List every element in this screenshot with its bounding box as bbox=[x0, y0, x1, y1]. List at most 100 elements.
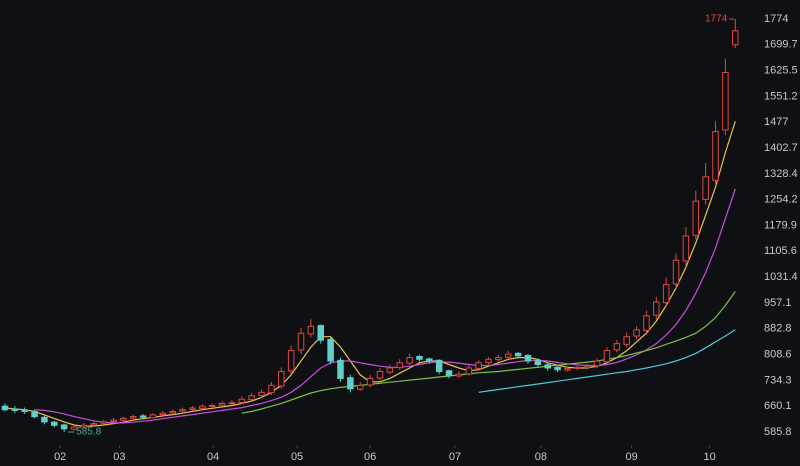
candle-body bbox=[505, 353, 512, 358]
candle-body bbox=[682, 235, 690, 262]
x-tick-label: 06 bbox=[364, 451, 376, 463]
candle-body bbox=[238, 398, 246, 403]
candle-body bbox=[435, 359, 443, 372]
candle-body bbox=[386, 367, 394, 373]
candle-body bbox=[208, 405, 216, 408]
candle-body bbox=[564, 368, 571, 371]
candle-body bbox=[574, 366, 581, 369]
candle-body bbox=[80, 424, 88, 428]
y-tick-label: 1031.4 bbox=[764, 271, 798, 283]
candle-body bbox=[406, 357, 413, 364]
ma-line bbox=[34, 188, 736, 424]
y-tick-label: 882.8 bbox=[764, 323, 792, 335]
candle-body bbox=[120, 417, 127, 421]
candle-body bbox=[366, 377, 374, 386]
candle-body bbox=[544, 364, 551, 369]
candle-body bbox=[465, 367, 473, 375]
y-tick-label: 1774 bbox=[764, 13, 788, 25]
candle-body bbox=[287, 350, 295, 372]
candle-body bbox=[524, 354, 532, 362]
candle-body bbox=[169, 410, 176, 414]
candle-body bbox=[179, 409, 186, 412]
candle-body bbox=[258, 391, 265, 396]
x-tick-label: 07 bbox=[449, 451, 461, 463]
candle-body bbox=[722, 72, 729, 131]
x-tick-label: 05 bbox=[291, 451, 303, 463]
candle-body bbox=[485, 358, 492, 363]
candle-body bbox=[534, 360, 542, 366]
candle-body bbox=[396, 362, 403, 369]
candle-body bbox=[21, 409, 28, 412]
candle-body bbox=[337, 359, 344, 379]
candle-body bbox=[475, 362, 482, 369]
candle-body bbox=[139, 415, 147, 418]
y-tick-label: 808.6 bbox=[764, 348, 792, 360]
candle-body bbox=[426, 358, 433, 362]
candle-body bbox=[623, 336, 630, 345]
candle-body bbox=[662, 284, 670, 304]
candle-body bbox=[189, 407, 196, 410]
candle-body bbox=[455, 373, 463, 377]
candle-body bbox=[692, 200, 700, 236]
candle-body bbox=[583, 365, 591, 369]
candle-body bbox=[51, 421, 58, 426]
x-tick-label: 08 bbox=[535, 451, 547, 463]
y-tick-label: 1699.7 bbox=[764, 39, 798, 51]
y-tick-label: 734.3 bbox=[764, 374, 792, 386]
candle-body bbox=[31, 410, 38, 418]
ma-line bbox=[241, 291, 736, 414]
candle-body bbox=[228, 402, 236, 405]
candle-body bbox=[327, 338, 334, 362]
candle-body bbox=[593, 360, 601, 367]
candle-body bbox=[356, 384, 364, 390]
candle-body bbox=[41, 416, 48, 423]
y-tick-label: 1254.2 bbox=[764, 194, 798, 206]
y-tick-label: 1105.6 bbox=[764, 245, 797, 257]
x-tick-label: 03 bbox=[113, 451, 125, 463]
candle-body bbox=[712, 131, 719, 181]
y-tick-label: 660.1 bbox=[764, 400, 792, 412]
candle-body bbox=[603, 350, 611, 363]
y-tick-label: 1477 bbox=[764, 116, 788, 128]
annotation: 585.8 bbox=[76, 427, 101, 438]
x-tick-label: 04 bbox=[207, 451, 219, 463]
candle-body bbox=[278, 370, 285, 387]
candle-body bbox=[90, 423, 98, 426]
candle-body bbox=[672, 259, 680, 285]
candle-body bbox=[347, 377, 354, 390]
x-tick-label: 09 bbox=[626, 451, 638, 463]
candle-body bbox=[702, 176, 709, 200]
candle-body bbox=[218, 402, 226, 406]
y-tick-label: 957.1 bbox=[764, 297, 792, 309]
candle-body bbox=[376, 370, 384, 379]
candle-body bbox=[732, 30, 739, 46]
candle-body bbox=[11, 408, 19, 411]
x-tick-label: 02 bbox=[54, 451, 66, 463]
candle-body bbox=[248, 395, 255, 401]
candle-body bbox=[416, 356, 423, 360]
candle-body bbox=[514, 352, 522, 357]
candle-body bbox=[149, 414, 157, 419]
candle-body bbox=[633, 329, 640, 337]
y-tick-label: 1402.7 bbox=[764, 142, 798, 154]
x-tick-label: 10 bbox=[703, 451, 715, 463]
candle-body bbox=[70, 426, 78, 430]
y-tick-label: 1179.9 bbox=[764, 219, 797, 231]
annotation: 1774 bbox=[705, 14, 728, 25]
candle-body bbox=[307, 325, 315, 335]
y-tick-label: 585.8 bbox=[764, 426, 792, 438]
candle-body bbox=[159, 412, 167, 416]
y-tick-label: 1625.5 bbox=[764, 65, 798, 77]
candle-body bbox=[643, 315, 650, 331]
candle-body bbox=[554, 366, 561, 371]
y-tick-label: 1551.2 bbox=[764, 90, 798, 102]
candle-body bbox=[1, 405, 9, 411]
candle-body bbox=[495, 357, 502, 361]
candle-body bbox=[445, 370, 453, 377]
ma-line bbox=[478, 329, 736, 393]
candle-body bbox=[60, 424, 68, 430]
y-tick-label: 1328.4 bbox=[764, 168, 798, 180]
candle-body bbox=[129, 416, 137, 419]
